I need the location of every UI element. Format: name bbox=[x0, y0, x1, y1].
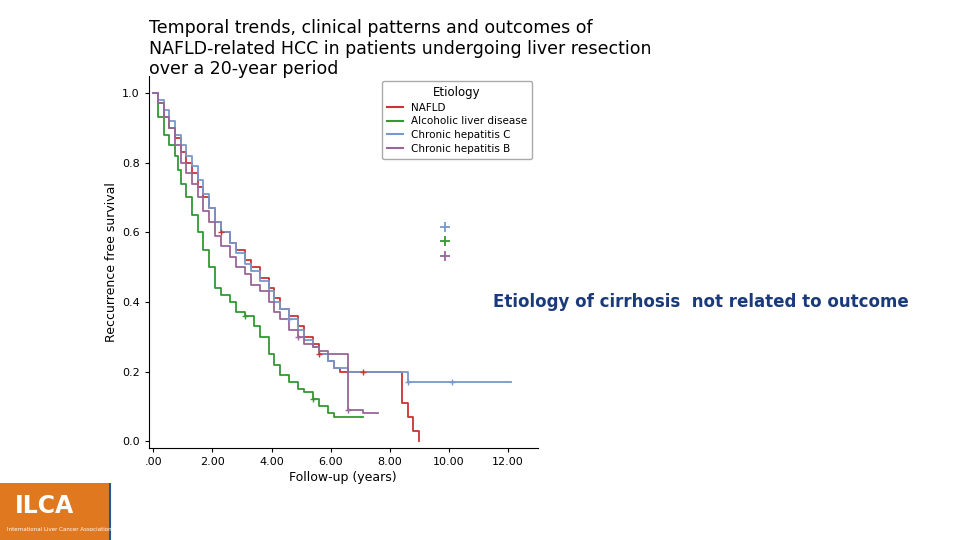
X-axis label: Follow-up (years): Follow-up (years) bbox=[289, 471, 397, 484]
Text: Temporal trends, clinical patterns and outcomes of
NAFLD-related HCC in patients: Temporal trends, clinical patterns and o… bbox=[149, 19, 651, 78]
Text: Annual Conference: Annual Conference bbox=[142, 491, 258, 504]
Bar bbox=[0, 483, 110, 540]
Text: Etiology of cirrhosis  not related to outcome: Etiology of cirrhosis not related to out… bbox=[492, 293, 909, 312]
Text: ILCA: ILCA bbox=[14, 494, 74, 518]
Text: 13: 13 bbox=[117, 491, 132, 504]
Text: International Liver Cancer Association: International Liver Cancer Association bbox=[7, 527, 111, 532]
Y-axis label: Reccurrence free survival: Reccurrence free survival bbox=[105, 182, 118, 342]
Text: th: th bbox=[135, 490, 143, 499]
Text: 20 ► 22 September 2019 | Chicago, USA: 20 ► 22 September 2019 | Chicago, USA bbox=[117, 521, 316, 532]
Text: Pais et al,  APT 2017: Pais et al, APT 2017 bbox=[719, 503, 936, 522]
Legend: NAFLD, Alcoholic liver disease, Chronic hepatitis C, Chronic hepatitis B: NAFLD, Alcoholic liver disease, Chronic … bbox=[382, 81, 533, 159]
